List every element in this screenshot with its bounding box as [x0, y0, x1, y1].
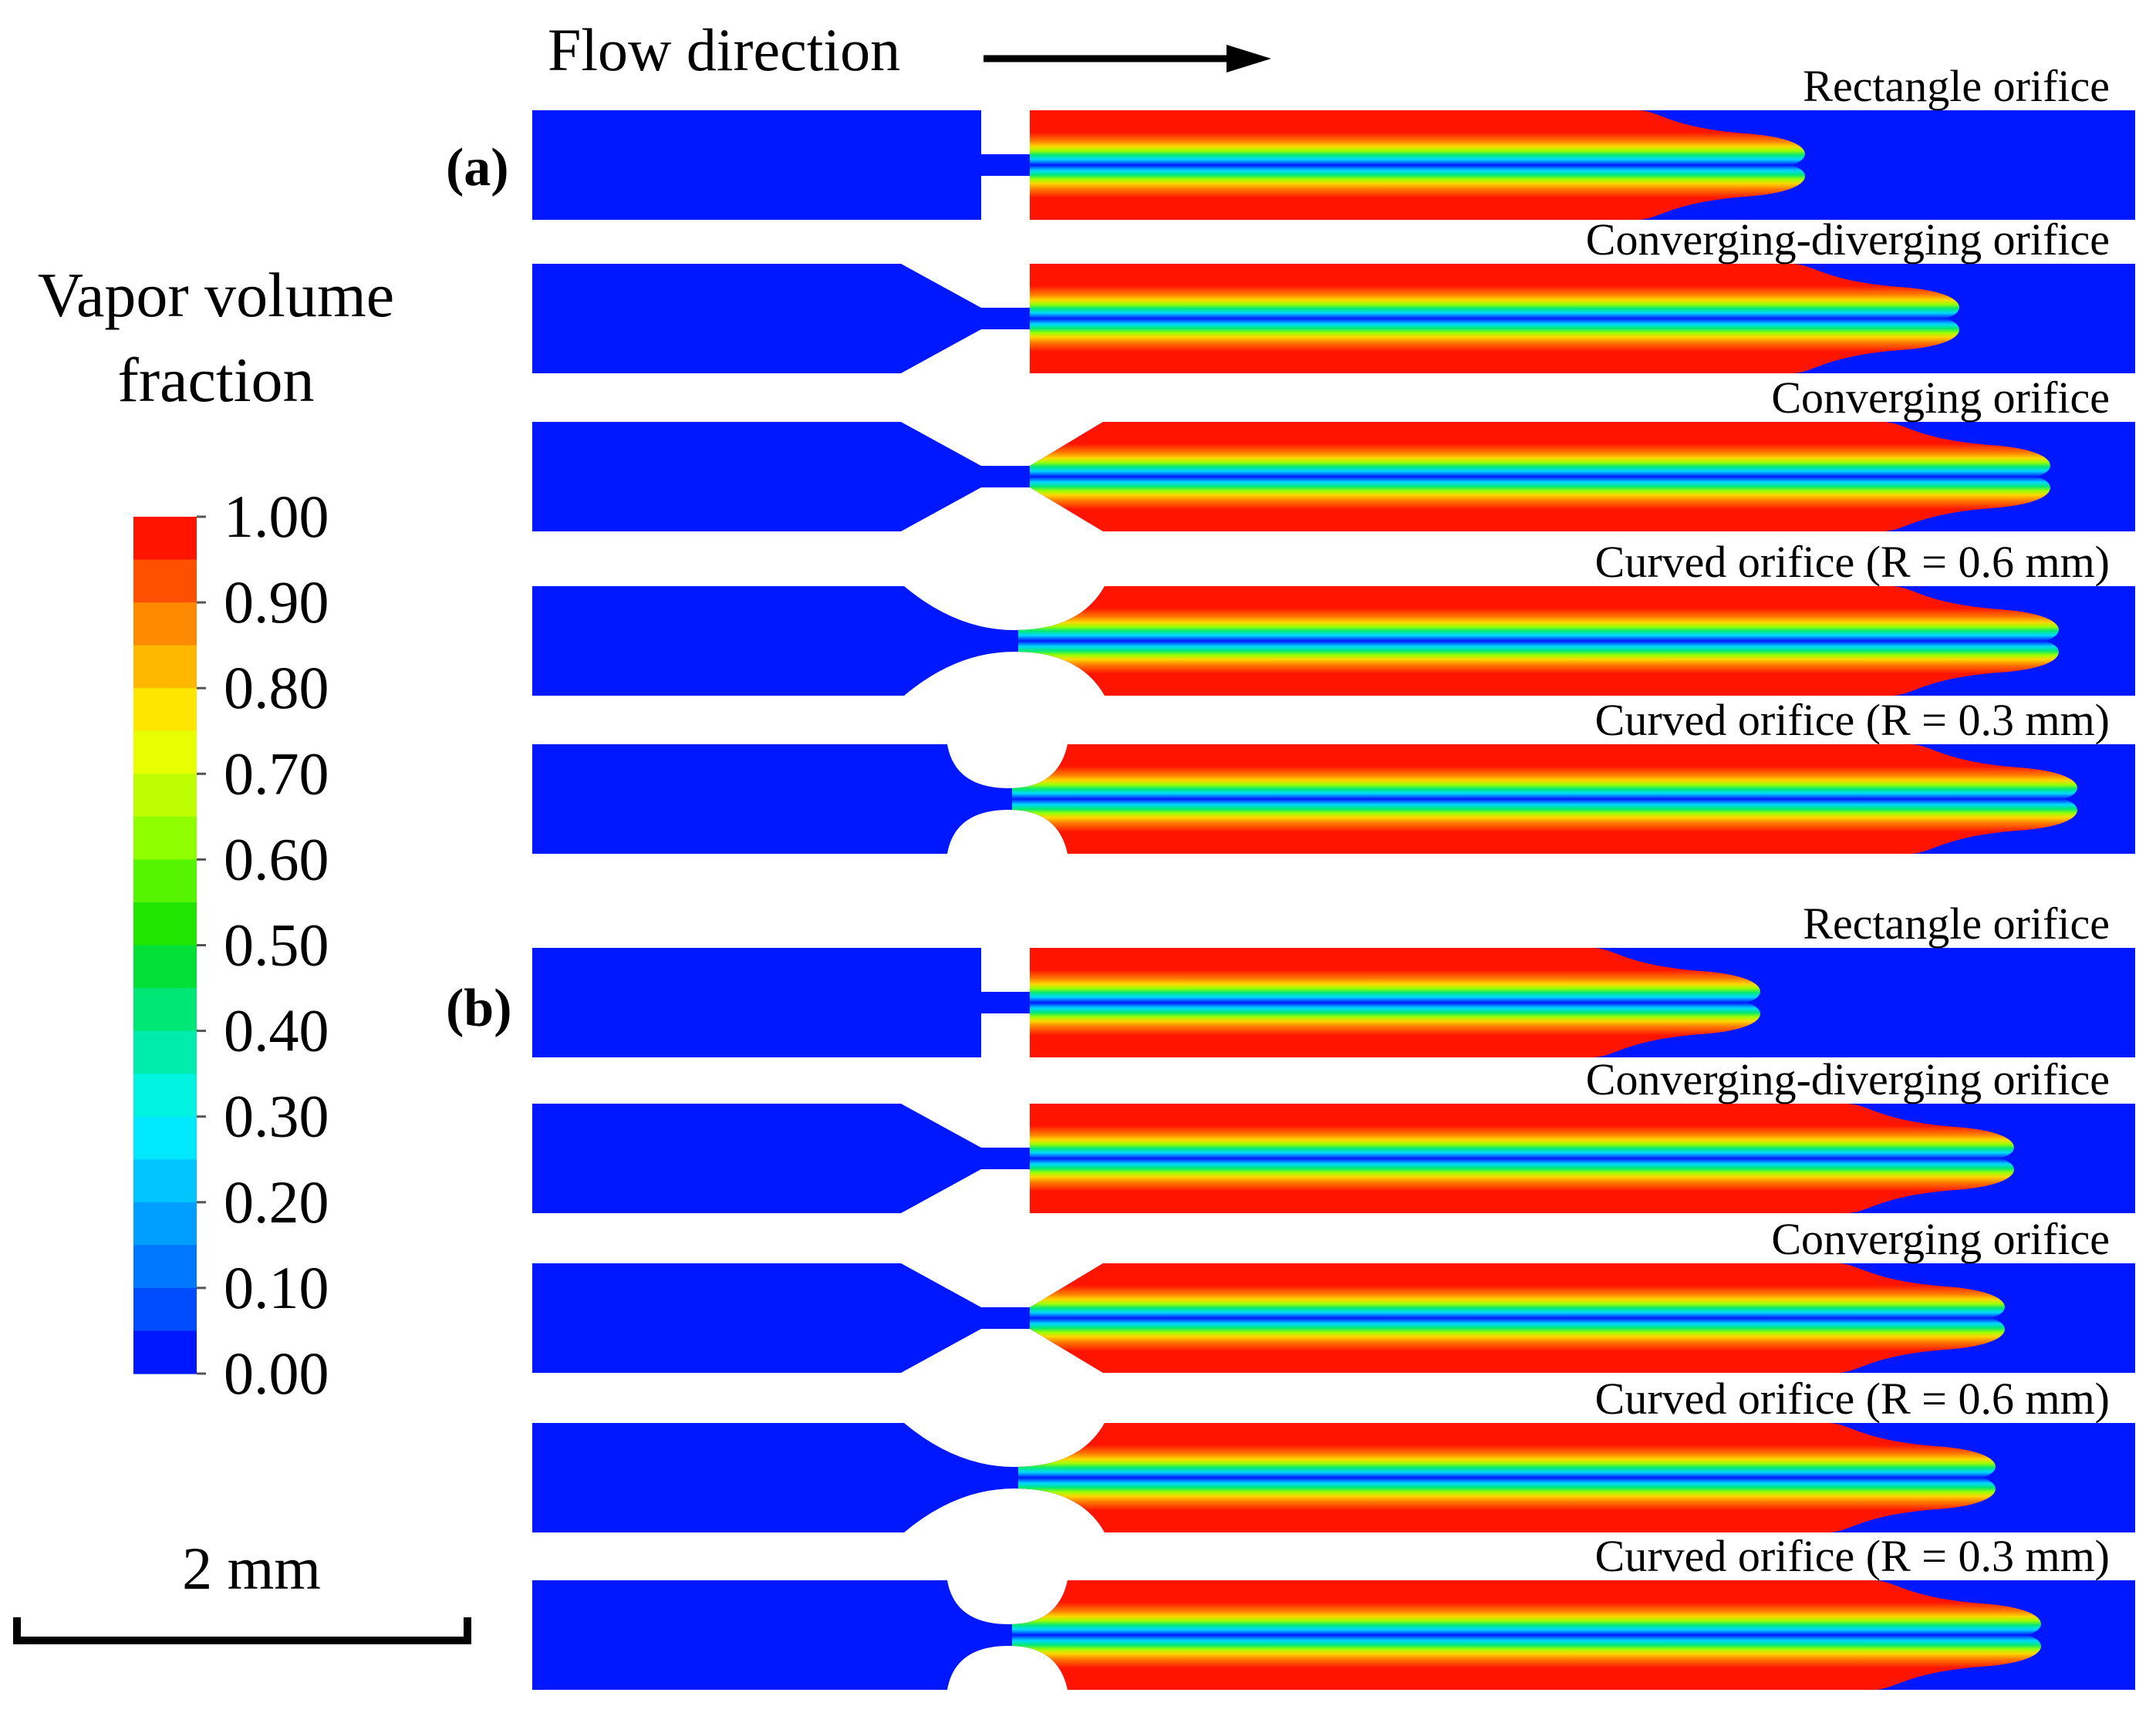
colorbar-band — [133, 1030, 197, 1074]
vapor-region — [1030, 948, 1760, 1057]
colorbar-tick-label: 0.10 — [224, 1254, 329, 1321]
colorbar-tick-label: 0.70 — [224, 740, 329, 807]
colorbar-tick-label: 1.00 — [224, 483, 329, 550]
cavitation-zone — [1012, 1580, 2041, 1690]
colorbar-tick-label: 0.30 — [224, 1083, 329, 1150]
vapor-region — [1012, 1580, 2041, 1690]
colorbar-tick-label: 0.00 — [224, 1340, 329, 1407]
flow-arrow-icon — [1226, 45, 1271, 72]
cavitation-zone — [1012, 744, 2077, 854]
orifice-title: Curved orifice (R = 0.6 mm) — [1595, 537, 2110, 587]
legend-title-line2: fraction — [118, 345, 315, 415]
colorbar-tick-label: 0.40 — [224, 997, 329, 1064]
vapor-region — [1030, 110, 1805, 220]
orifice-case: Curved orifice (R = 0.3 mm) — [532, 1531, 2135, 1690]
cavitation-zone — [1030, 264, 1959, 373]
colorbar-band — [133, 816, 197, 860]
cavitation-zone — [1030, 1104, 2014, 1213]
colorbar-band — [133, 945, 197, 989]
orifice-case: Converging orifice — [532, 1214, 2135, 1373]
orifice-case: Curved orifice (R = 0.6 mm) — [532, 537, 2135, 696]
orifice-title: Rectangle orifice — [1803, 61, 2110, 111]
orifice-title: Converging orifice — [1771, 373, 2110, 423]
cavitation-zone — [1030, 110, 1805, 220]
colorbar-band — [133, 645, 197, 689]
colorbar-tick-label: 0.60 — [224, 825, 329, 892]
colorbar-band — [133, 774, 197, 818]
colorbar-band — [133, 1245, 197, 1289]
orifice-title: Converging-diverging orifice — [1586, 214, 2110, 265]
panel-label-b: (b) — [446, 979, 512, 1038]
colorbar-band — [133, 1159, 197, 1203]
cavitation-zone — [1030, 422, 2050, 531]
colorbar-band — [133, 688, 197, 732]
orifice-title: Curved orifice (R = 0.6 mm) — [1595, 1374, 2110, 1424]
orifice-title: Curved orifice (R = 0.3 mm) — [1595, 1531, 2110, 1581]
vapor-region — [1030, 1263, 2005, 1373]
colorbar-tick-label: 0.80 — [224, 654, 329, 721]
colorbar-band — [133, 730, 197, 774]
orifice-case: Rectangle orifice — [532, 61, 2135, 220]
colorbar-band — [133, 1116, 197, 1160]
vapor-region — [1018, 586, 2059, 696]
vapor-region — [1030, 422, 2050, 531]
orifice-case: Curved orifice (R = 0.6 mm) — [532, 1374, 2135, 1532]
flow-direction: Flow direction — [548, 16, 1271, 83]
colorbar-ticks: 1.00 0.90 0.80 0.70 0.60 0.50 0.40 0.30 0.20 0.10… — [197, 483, 329, 1407]
cavitation-zone — [1030, 948, 1760, 1057]
orifice-case: Rectangle orifice — [532, 899, 2135, 1057]
flow-direction-label: Flow direction — [548, 16, 900, 83]
colorbar-tick-label: 0.90 — [224, 568, 329, 636]
colorbar — [133, 517, 197, 1374]
vapor-region — [1030, 1104, 2014, 1213]
legend: Vapor volume fraction 1.00 0.90 0.80 0.70 0.… — [38, 260, 394, 1407]
cavitation-zone — [1030, 1263, 2005, 1373]
scale-bar: 2 mm — [13, 1535, 471, 1644]
colorbar-band — [133, 1330, 197, 1374]
orifice-case: Converging-diverging orifice — [532, 214, 2135, 373]
colorbar-band — [133, 602, 197, 646]
orifice-title: Curved orifice (R = 0.3 mm) — [1595, 695, 2110, 745]
orifice-panels: (a) (b) Rectangle orifice Converging-dive… — [446, 61, 2135, 1690]
colorbar-band — [133, 1202, 197, 1246]
vapor-region — [1030, 264, 1959, 373]
orifice-case: Converging-diverging orifice — [532, 1054, 2135, 1213]
orifice-title: Converging-diverging orifice — [1586, 1054, 2110, 1104]
colorbar-band — [133, 517, 197, 561]
colorbar-band — [133, 902, 197, 946]
colorbar-band — [133, 988, 197, 1032]
legend-title-line1: Vapor volume — [38, 260, 394, 330]
colorbar-band — [133, 859, 197, 903]
scale-bar-label: 2 mm — [182, 1535, 321, 1602]
orifice-case: Converging orifice — [532, 373, 2135, 531]
vapor-region — [1012, 744, 2077, 854]
cavitation-zone — [1018, 1423, 1996, 1532]
cavitation-zone — [1018, 586, 2059, 696]
colorbar-band — [133, 559, 197, 603]
colorbar-tick-label: 0.20 — [224, 1168, 329, 1236]
scale-bar-line — [13, 1617, 471, 1644]
colorbar-band — [133, 1074, 197, 1118]
colorbar-band — [133, 1287, 197, 1331]
orifice-title: Rectangle orifice — [1803, 899, 2110, 949]
vapor-region — [1018, 1423, 1996, 1532]
colorbar-tick-label: 0.50 — [224, 912, 329, 979]
orifice-title: Converging orifice — [1771, 1214, 2110, 1264]
panel-label-a: (a) — [446, 138, 509, 197]
orifice-case: Curved orifice (R = 0.3 mm) — [532, 695, 2135, 854]
